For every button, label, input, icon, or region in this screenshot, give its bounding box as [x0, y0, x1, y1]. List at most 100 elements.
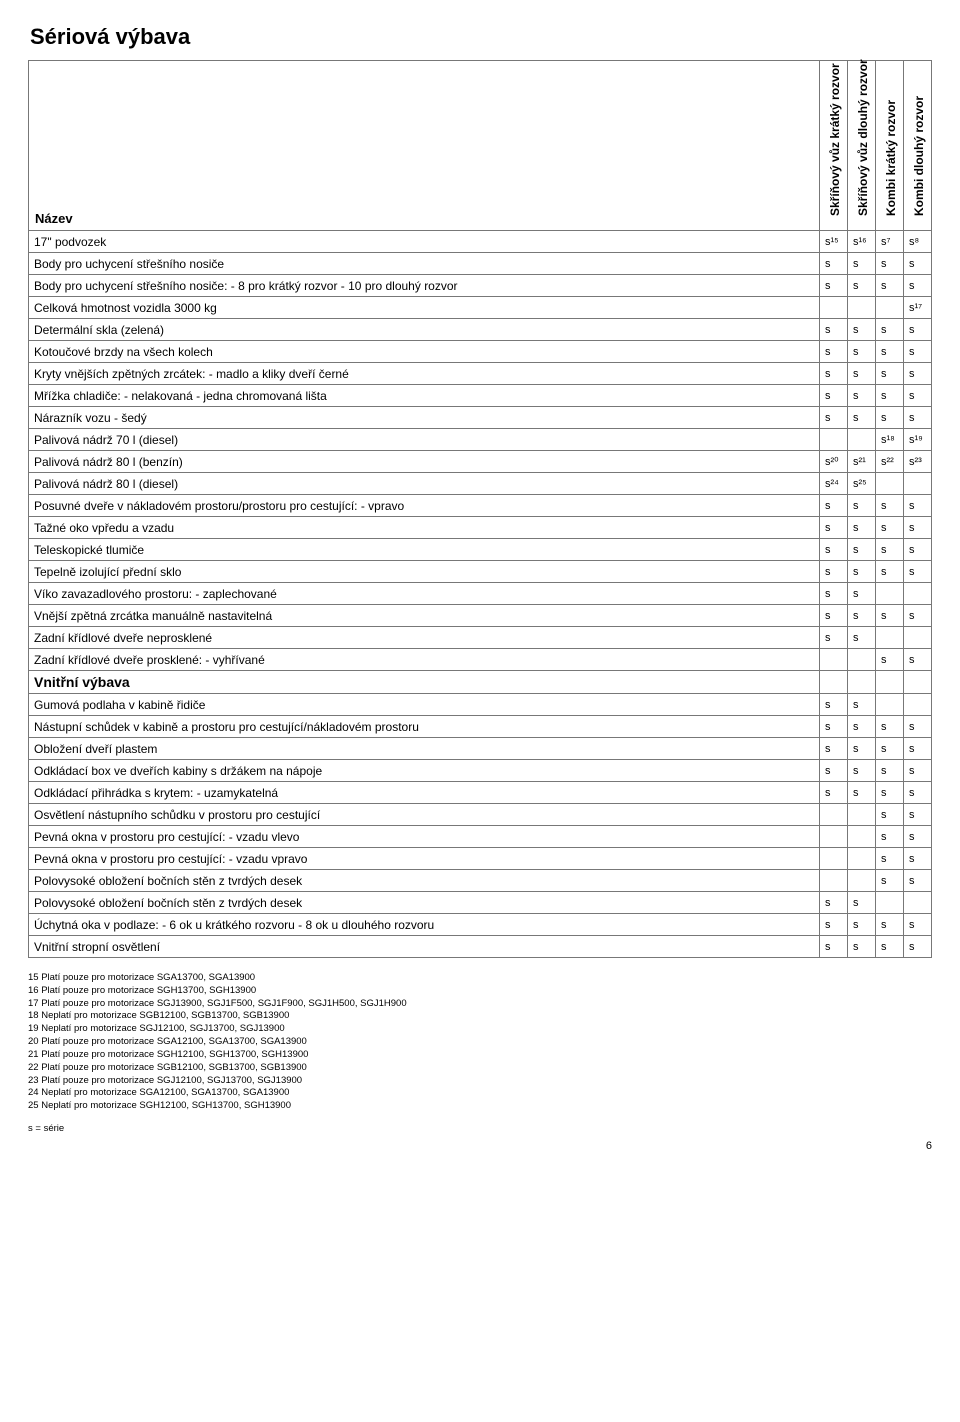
row-value [848, 429, 876, 451]
table-row: Tepelně izolující přední sklossss [29, 561, 932, 583]
row-value: s [820, 760, 848, 782]
legend: s = série [28, 1123, 932, 1134]
row-name: Pevná okna v prostoru pro cestující: - v… [29, 848, 820, 870]
row-value: s [876, 407, 904, 429]
table-row: Polovysoké obložení bočních stěn z tvrdý… [29, 870, 932, 892]
row-value [848, 870, 876, 892]
row-name: Vnější zpětná zrcátka manuálně nastavite… [29, 605, 820, 627]
row-value: s [876, 826, 904, 848]
table-row: Polovysoké obložení bočních stěn z tvrdý… [29, 892, 932, 914]
row-name: Vnitřní výbava [29, 671, 820, 694]
row-value: s [848, 738, 876, 760]
header-name-label: Název [29, 61, 820, 231]
row-value: s [820, 341, 848, 363]
header-col-2-text: Skříňový vůz dlouhý rozvor [856, 46, 870, 216]
table-row: Kryty vnějších zpětných zrcátek: - madlo… [29, 363, 932, 385]
row-name: Nárazník vozu - šedý [29, 407, 820, 429]
row-value: s [904, 760, 932, 782]
row-name: Palivová nádrž 80 l (benzín) [29, 451, 820, 473]
table-row: Nárazník vozu - šedýssss [29, 407, 932, 429]
table-row: Tažné oko vpředu a vzadussss [29, 517, 932, 539]
row-value: s [848, 716, 876, 738]
row-value: s [904, 385, 932, 407]
row-value [876, 473, 904, 495]
row-value: s [876, 341, 904, 363]
footnote-line: 24 Neplatí pro motorizace SGA12100, SGA1… [28, 1087, 932, 1100]
row-value [904, 892, 932, 914]
footnote-line: 16 Platí pouze pro motorizace SGH13700, … [28, 985, 932, 998]
row-value [820, 826, 848, 848]
row-value: s [876, 870, 904, 892]
row-value [904, 694, 932, 716]
row-value [848, 649, 876, 671]
row-value: s²² [876, 451, 904, 473]
footnote-line: 23 Platí pouze pro motorizace SGJ12100, … [28, 1075, 932, 1088]
footnote-line: 17 Platí pouze pro motorizace SGJ13900, … [28, 998, 932, 1011]
row-value: s [904, 738, 932, 760]
table-row: Odkládací přihrádka s krytem: - uzamykat… [29, 782, 932, 804]
row-value [848, 848, 876, 870]
row-value: s [820, 275, 848, 297]
row-value: s¹⁶ [848, 231, 876, 253]
row-name: Nástupní schůdek v kabině a prostoru pro… [29, 716, 820, 738]
row-value: s [820, 892, 848, 914]
row-name: Odkládací přihrádka s krytem: - uzamykat… [29, 782, 820, 804]
row-value: s [848, 341, 876, 363]
row-value: s [876, 804, 904, 826]
row-name: Odkládací box ve dveřích kabiny s držáke… [29, 760, 820, 782]
row-name: Polovysoké obložení bočních stěn z tvrdý… [29, 870, 820, 892]
row-value: s [904, 363, 932, 385]
table-row: Vnitřní stropní osvětleníssss [29, 936, 932, 958]
row-value [848, 804, 876, 826]
row-value: s [876, 539, 904, 561]
row-value: s [848, 275, 876, 297]
row-value: s [876, 363, 904, 385]
footnote-line: 15 Platí pouze pro motorizace SGA13700, … [28, 972, 932, 985]
row-value: s [820, 319, 848, 341]
row-name: Teleskopické tlumiče [29, 539, 820, 561]
row-value: s¹⁵ [820, 231, 848, 253]
row-value: s [904, 517, 932, 539]
footnote-line: 19 Neplatí pro motorizace SGJ12100, SGJ1… [28, 1023, 932, 1036]
row-value: s [876, 848, 904, 870]
row-name: Kotoučové brzdy na všech kolech [29, 341, 820, 363]
row-value: s [848, 936, 876, 958]
header-col-3-text: Kombi krátký rozvor [884, 46, 898, 216]
header-col-2: Skříňový vůz dlouhý rozvor [848, 61, 876, 231]
row-value: s [848, 627, 876, 649]
row-value: s⁷ [876, 231, 904, 253]
row-value: s¹⁸ [876, 429, 904, 451]
row-value [876, 694, 904, 716]
table-row: Zadní křídlové dveře neprosklenéss [29, 627, 932, 649]
row-value [848, 671, 876, 694]
row-value [848, 826, 876, 848]
section-row: Vnitřní výbava [29, 671, 932, 694]
row-value: s [820, 716, 848, 738]
row-value: s [848, 253, 876, 275]
table-row: 17" podvozeks¹⁵s¹⁶s⁷s⁸ [29, 231, 932, 253]
row-value: s [904, 253, 932, 275]
row-value: s [876, 275, 904, 297]
row-value: s [876, 716, 904, 738]
footnote-line: 21 Platí pouze pro motorizace SGH12100, … [28, 1049, 932, 1062]
row-value: s [820, 605, 848, 627]
table-row: Osvětlení nástupního schůdku v prostoru … [29, 804, 932, 826]
table-row: Nástupní schůdek v kabině a prostoru pro… [29, 716, 932, 738]
table-row: Úchytná oka v podlaze: - 6 ok u krátkého… [29, 914, 932, 936]
footnote-line: 18 Neplatí pro motorizace SGB12100, SGB1… [28, 1010, 932, 1023]
row-value: s [848, 892, 876, 914]
row-value: s⁸ [904, 231, 932, 253]
row-value [848, 297, 876, 319]
table-row: Mřížka chladiče: - nelakovaná - jedna ch… [29, 385, 932, 407]
row-name: Body pro uchycení střešního nosiče [29, 253, 820, 275]
row-value: s [848, 782, 876, 804]
row-value: s [876, 914, 904, 936]
row-name: Úchytná oka v podlaze: - 6 ok u krátkého… [29, 914, 820, 936]
table-row: Determální skla (zelená)ssss [29, 319, 932, 341]
row-value: s [848, 539, 876, 561]
table-row: Palivová nádrž 70 l (diesel)s¹⁸s¹⁹ [29, 429, 932, 451]
row-value: s [904, 782, 932, 804]
row-value: s [820, 936, 848, 958]
row-name: Determální skla (zelená) [29, 319, 820, 341]
row-name: Tepelně izolující přední sklo [29, 561, 820, 583]
